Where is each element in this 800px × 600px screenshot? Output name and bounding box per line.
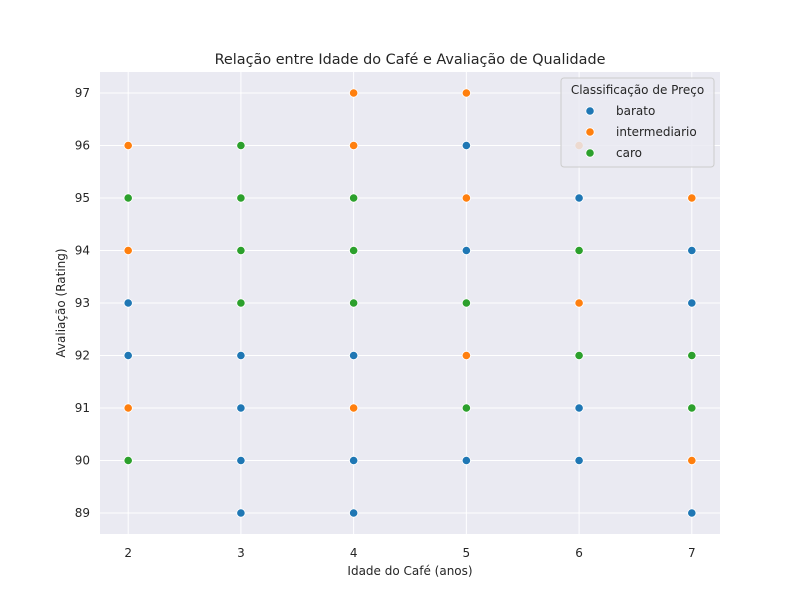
data-point-intermediario bbox=[349, 88, 359, 98]
data-point-barato bbox=[236, 455, 246, 466]
data-point-caro bbox=[574, 245, 584, 256]
data-point-barato bbox=[461, 455, 471, 466]
data-point-intermediario bbox=[574, 298, 584, 308]
legend-title: Classificação de Preço bbox=[571, 83, 704, 97]
data-point-intermediario bbox=[461, 88, 471, 98]
y-tick-label: 97 bbox=[75, 86, 90, 100]
x-tick-label: 5 bbox=[463, 546, 471, 560]
data-point-barato bbox=[461, 245, 471, 256]
legend-marker-intermediario bbox=[585, 127, 595, 137]
data-point-barato bbox=[687, 245, 697, 256]
data-point-barato bbox=[236, 350, 246, 361]
data-point-caro bbox=[461, 298, 471, 308]
data-point-caro bbox=[236, 298, 246, 308]
data-point-caro bbox=[349, 245, 359, 256]
data-point-barato bbox=[349, 350, 359, 361]
data-point-barato bbox=[574, 455, 584, 466]
data-point-barato bbox=[236, 508, 246, 518]
x-tick-label: 6 bbox=[575, 546, 583, 560]
y-tick-label: 94 bbox=[75, 244, 90, 258]
x-tick-labels: 2 3 4 5 6 7 bbox=[124, 546, 695, 560]
data-point-barato bbox=[687, 508, 697, 518]
data-point-intermediario bbox=[123, 403, 133, 413]
x-tick-label: 4 bbox=[350, 546, 358, 560]
data-point-caro bbox=[574, 350, 584, 361]
data-point-intermediario bbox=[123, 245, 133, 256]
legend-marker-caro bbox=[585, 148, 595, 158]
data-point-caro bbox=[687, 403, 697, 413]
data-point-barato bbox=[574, 193, 584, 203]
data-point-barato bbox=[123, 298, 133, 308]
x-axis-label: Idade do Café (anos) bbox=[347, 564, 472, 578]
data-point-intermediario bbox=[349, 403, 359, 413]
x-tick-label: 7 bbox=[688, 546, 696, 560]
data-point-intermediario bbox=[687, 455, 697, 466]
data-point-intermediario bbox=[349, 140, 359, 151]
data-point-barato bbox=[349, 455, 359, 466]
y-tick-label: 93 bbox=[75, 296, 90, 310]
y-tick-labels: 89 90 91 92 93 94 95 96 97 bbox=[75, 86, 90, 520]
data-point-barato bbox=[236, 403, 246, 413]
data-point-intermediario bbox=[461, 193, 471, 203]
data-points bbox=[123, 88, 697, 518]
data-point-caro bbox=[236, 140, 246, 151]
data-point-barato bbox=[687, 298, 697, 308]
x-tick-label: 3 bbox=[237, 546, 245, 560]
data-point-barato bbox=[574, 403, 584, 413]
data-point-caro bbox=[687, 350, 697, 361]
legend-label-barato: barato bbox=[616, 104, 655, 118]
y-tick-label: 90 bbox=[75, 454, 90, 468]
data-point-caro bbox=[236, 245, 246, 256]
y-tick-label: 91 bbox=[75, 401, 90, 415]
y-tick-label: 96 bbox=[75, 139, 90, 153]
legend: Classificação de Preço barato intermediari… bbox=[560, 77, 715, 168]
data-point-barato bbox=[123, 350, 133, 361]
y-tick-label: 92 bbox=[75, 349, 90, 363]
data-point-caro bbox=[349, 298, 359, 308]
data-point-caro bbox=[461, 403, 471, 413]
x-tick-label: 2 bbox=[124, 546, 132, 560]
data-point-barato bbox=[461, 140, 471, 151]
y-tick-label: 89 bbox=[75, 506, 90, 520]
legend-box bbox=[560, 77, 715, 168]
data-point-intermediario bbox=[461, 350, 471, 361]
y-tick-label: 95 bbox=[75, 191, 90, 205]
data-point-barato bbox=[349, 508, 359, 518]
data-point-intermediario bbox=[687, 193, 697, 203]
legend-label-intermediario: intermediario bbox=[616, 125, 697, 139]
data-point-intermediario bbox=[123, 140, 133, 151]
legend-marker-barato bbox=[585, 106, 595, 116]
data-point-caro bbox=[349, 193, 359, 203]
legend-label-caro: caro bbox=[616, 146, 642, 160]
data-point-caro bbox=[236, 193, 246, 203]
data-point-caro bbox=[123, 193, 133, 203]
chart-title: Relação entre Idade do Café e Avaliação … bbox=[215, 52, 606, 68]
data-point-caro bbox=[123, 455, 133, 466]
y-axis-label: Avaliação (Rating) bbox=[54, 248, 68, 357]
